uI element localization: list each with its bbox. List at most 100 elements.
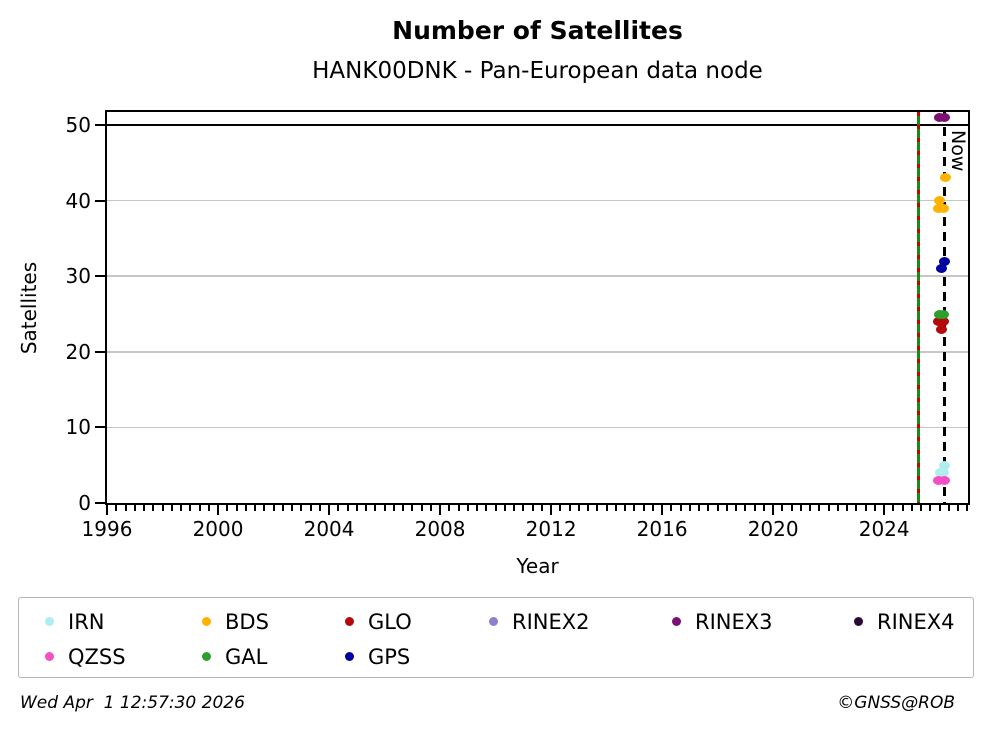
legend-label-RINEX3: RINEX3 (695, 609, 773, 634)
x-minor-tick (124, 505, 127, 511)
x-minor-tick (624, 505, 627, 511)
gal-marker-icon (202, 652, 211, 661)
x-minor-tick (235, 505, 238, 511)
y-tick-label-20: 20 (65, 339, 91, 364)
x-minor-tick (559, 505, 562, 511)
x-tick-label-2008: 2008 (414, 517, 466, 541)
rinex2-marker-icon (489, 617, 498, 626)
x-minor-tick (818, 505, 821, 511)
x-minor-tick (300, 505, 303, 511)
legend-item-GPS: GPS (345, 639, 489, 674)
x-minor-tick (790, 505, 793, 511)
x-tick-2008 (439, 505, 442, 515)
y-tick-40 (95, 199, 105, 202)
x-minor-tick (272, 505, 275, 511)
x-minor-tick (420, 505, 423, 511)
x-minor-tick (189, 505, 192, 511)
legend-label-IRN: IRN (68, 609, 105, 634)
x-minor-tick (947, 505, 950, 511)
x-minor-tick (901, 505, 904, 511)
x-minor-tick (614, 505, 617, 511)
data-point-BDS-43 (939, 173, 951, 183)
data-point-GLO-24 (937, 317, 949, 327)
x-tick-2024 (883, 505, 886, 515)
gps-marker-icon (345, 652, 354, 661)
x-minor-tick (355, 505, 358, 511)
y-axis-label: Satellites (17, 261, 41, 355)
x-minor-tick (633, 505, 636, 511)
y-tick-label-10: 10 (65, 415, 91, 440)
data-point-RINEX3-51 (938, 112, 950, 122)
legend-item-RINEX2: RINEX2 (489, 604, 672, 639)
y-tick-50 (95, 124, 105, 126)
data-point-QZSS-3 (933, 475, 945, 485)
x-minor-tick (892, 505, 895, 511)
x-minor-tick (448, 505, 451, 511)
x-minor-tick (688, 505, 691, 511)
now-line (943, 112, 947, 503)
data-point-BDS-39 (938, 203, 950, 213)
gridline-30 (107, 275, 968, 277)
x-minor-tick (503, 505, 506, 511)
x-minor-tick (291, 505, 294, 511)
x-tick-2016 (661, 505, 664, 515)
rinex3-marker-icon (672, 617, 681, 626)
x-minor-tick (152, 505, 155, 511)
x-minor-tick (753, 505, 756, 511)
x-tick-label-1996: 1996 (81, 517, 133, 541)
x-tick-label-2024: 2024 (858, 517, 910, 541)
plot-area: 0 10 20 30 40 50 1996 2000 2004 2008 2012 2016 2020 2… (66, 110, 970, 541)
x-minor-tick (596, 505, 599, 511)
bds-marker-icon (202, 617, 211, 626)
x-minor-tick (568, 505, 571, 511)
x-minor-tick (457, 505, 460, 511)
x-minor-tick (383, 505, 386, 511)
legend-item-IRN: IRN (45, 604, 202, 639)
x-minor-tick (799, 505, 802, 511)
x-minor-tick (846, 505, 849, 511)
data-point-GPS-32 (938, 256, 950, 266)
data-point-BDS-40 (934, 196, 946, 206)
x-minor-tick (531, 505, 534, 511)
x-minor-tick (920, 505, 923, 511)
legend-label-RINEX4: RINEX4 (877, 609, 955, 634)
legend-item-RINEX4: RINEX4 (854, 604, 973, 639)
now-line-label: Now (946, 130, 969, 172)
x-minor-tick (365, 505, 368, 511)
x-minor-tick (642, 505, 645, 511)
legend-label-GAL: GAL (225, 644, 268, 669)
x-minor-tick (966, 505, 969, 511)
legend-item-BDS: BDS (202, 604, 345, 639)
x-minor-tick (827, 505, 830, 511)
x-minor-tick (429, 505, 432, 511)
legend-label-GPS: GPS (368, 644, 411, 669)
x-minor-tick (651, 505, 654, 511)
x-minor-tick (411, 505, 414, 511)
x-minor-tick (513, 505, 516, 511)
x-minor-tick (143, 505, 145, 511)
x-tick-label-2004: 2004 (303, 517, 355, 541)
x-minor-tick (115, 505, 118, 511)
x-minor-tick (725, 505, 728, 511)
x-minor-tick (466, 505, 469, 511)
data-point-GLO-23 (935, 324, 947, 334)
glo-marker-icon (345, 617, 354, 626)
data-point-QZSS-3 (938, 475, 950, 485)
x-minor-tick (873, 505, 876, 511)
x-minor-tick (698, 505, 701, 511)
x-minor-tick (244, 505, 247, 511)
x-minor-tick (337, 505, 340, 511)
gridline-20 (107, 351, 968, 353)
x-minor-tick (281, 505, 284, 511)
x-minor-tick (494, 505, 497, 511)
x-minor-tick (318, 505, 321, 511)
y-tick-label-40: 40 (65, 188, 91, 213)
x-minor-tick (735, 505, 738, 511)
legend-label-RINEX2: RINEX2 (512, 609, 590, 634)
x-minor-tick (133, 505, 136, 511)
x-tick-2020 (772, 505, 775, 515)
x-minor-tick (485, 505, 488, 511)
y-tick-label-30: 30 (65, 264, 91, 289)
x-minor-tick (929, 505, 932, 511)
y-tick-0 (95, 502, 105, 504)
